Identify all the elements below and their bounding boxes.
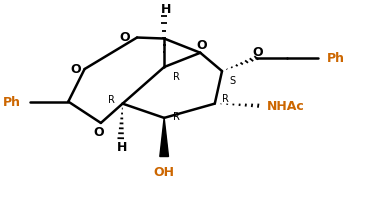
Text: O: O	[253, 46, 263, 59]
Text: R: R	[108, 94, 115, 104]
Polygon shape	[160, 118, 168, 157]
Text: R: R	[173, 72, 180, 82]
Text: R: R	[173, 111, 180, 121]
Text: O: O	[94, 125, 104, 138]
Text: Ph: Ph	[327, 52, 345, 65]
Text: O: O	[119, 31, 130, 44]
Text: Ph: Ph	[3, 96, 21, 109]
Text: O: O	[70, 62, 81, 75]
Text: S: S	[230, 76, 236, 86]
Text: NHAc: NHAc	[267, 100, 305, 113]
Text: R: R	[222, 93, 229, 103]
Text: H: H	[161, 2, 171, 16]
Text: H: H	[117, 140, 128, 153]
Text: O: O	[197, 39, 207, 52]
Text: OH: OH	[154, 165, 175, 178]
